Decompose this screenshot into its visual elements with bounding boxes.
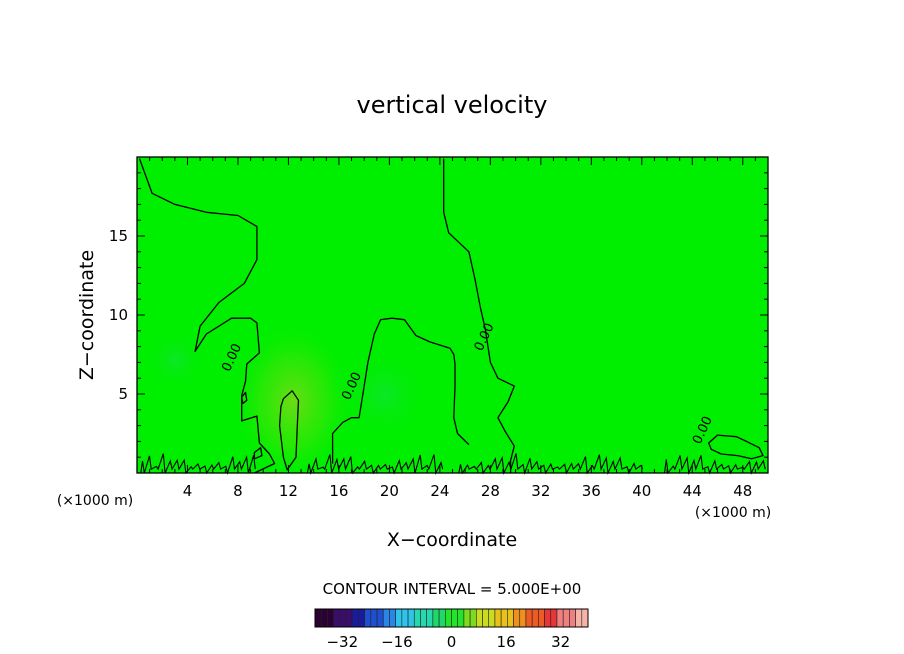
field-background bbox=[137, 157, 768, 473]
colorbar-tick-label: 16 bbox=[497, 633, 516, 651]
colorbar-stripe bbox=[531, 608, 539, 628]
x-axis-label: X−coordinate bbox=[387, 529, 517, 551]
x-tick-label: 8 bbox=[233, 482, 243, 500]
colorbar-stripe bbox=[507, 608, 514, 628]
colorbar-tick-label: −16 bbox=[381, 633, 413, 651]
colorbar-frame bbox=[314, 608, 589, 628]
y-tick-label: 10 bbox=[109, 306, 128, 324]
colorbar-stripe bbox=[488, 608, 496, 628]
colorbar-stripe bbox=[327, 608, 334, 628]
y-axis-label: Z−coordinate bbox=[76, 250, 98, 380]
contour-line-0 bbox=[138, 158, 276, 474]
colorbar-stripe bbox=[581, 608, 589, 628]
colorbar-stripe bbox=[444, 608, 452, 628]
colorbar-stripe bbox=[451, 608, 458, 628]
colorbar-stripe bbox=[314, 608, 322, 628]
colorbar-stripe bbox=[562, 608, 570, 628]
colorbar-stripe bbox=[569, 608, 576, 628]
x-tick-label: 48 bbox=[733, 482, 752, 500]
contour-line-3 bbox=[278, 390, 300, 471]
x-tick-label: 44 bbox=[683, 482, 702, 500]
colorbar-stripe bbox=[550, 608, 558, 628]
downdraft-patch-right bbox=[340, 350, 430, 440]
colorbar-stripe bbox=[469, 608, 477, 628]
updraft-patch bbox=[231, 303, 355, 467]
colorbar-tick-label: −32 bbox=[326, 633, 358, 651]
y-axis: 5 10 15 bbox=[109, 172, 768, 458]
contour-line-1 bbox=[443, 158, 515, 473]
x-tick-label: 20 bbox=[380, 482, 399, 500]
downdraft-patch-left bbox=[145, 330, 205, 390]
colorbar-stripe bbox=[556, 608, 564, 628]
colorbar-stripe bbox=[358, 608, 365, 628]
colorbar-stripe bbox=[494, 608, 502, 628]
colorbar-stripe bbox=[413, 608, 421, 628]
contour-line-4 bbox=[253, 447, 263, 460]
x-tick-label: 12 bbox=[279, 482, 298, 500]
colorbar-stripe bbox=[544, 608, 552, 628]
x-tick-label: 28 bbox=[481, 482, 500, 500]
colorbar-stripe bbox=[364, 608, 372, 628]
x-tick-label: 40 bbox=[632, 482, 651, 500]
colorbar-stripe bbox=[525, 608, 533, 628]
colorbar-stripe bbox=[519, 608, 527, 628]
x-unit-label-right: (×1000 m) bbox=[695, 505, 771, 521]
colorbar-stripe bbox=[389, 608, 396, 628]
colorbar-stripe bbox=[438, 608, 446, 628]
y-tick-label: 5 bbox=[118, 385, 128, 403]
y-tick-label: 15 bbox=[109, 227, 128, 245]
boundary-contour-0 bbox=[140, 453, 256, 475]
colorbar-stripe bbox=[376, 608, 384, 628]
colorbar-stripe bbox=[432, 608, 440, 628]
colorbar-stripe bbox=[395, 608, 403, 628]
colorbar-tick-label: 0 bbox=[447, 633, 457, 651]
colorbar-stripe bbox=[420, 608, 427, 628]
colorbar-stripe bbox=[351, 608, 359, 628]
colorbar-stripe bbox=[339, 608, 347, 628]
plot-area: 0.000.000.000.00 bbox=[136, 156, 769, 476]
colorbar-stripe bbox=[575, 608, 583, 628]
contour-interval-text: CONTOUR INTERVAL = 5.000E+00 bbox=[323, 580, 582, 598]
colorbar-stripe bbox=[407, 608, 415, 628]
colorbar-stripe bbox=[401, 608, 409, 628]
colorbar-stripe bbox=[370, 608, 378, 628]
colorbar-ticks: −32 −16 0 16 32 bbox=[326, 633, 570, 651]
x-tick-label: 32 bbox=[531, 482, 550, 500]
contour-line-5 bbox=[241, 391, 248, 405]
colorbar-stripe bbox=[482, 608, 490, 628]
contour-line-2 bbox=[331, 317, 470, 464]
colorbar-stripe bbox=[382, 608, 390, 628]
boundary-contour-2 bbox=[458, 453, 644, 476]
colorbar-stripe bbox=[463, 608, 471, 628]
colorbar-stripe bbox=[457, 608, 465, 628]
boundary-contour-3 bbox=[663, 455, 766, 476]
colorbar-stripe bbox=[513, 608, 521, 628]
contour-line-6 bbox=[708, 434, 764, 460]
colorbar-stripe bbox=[320, 608, 328, 628]
x-tick-label: 36 bbox=[582, 482, 601, 500]
x-unit-label-left: (×1000 m) bbox=[57, 493, 133, 509]
colorbar-stripe bbox=[345, 608, 353, 628]
velocity-field-patches bbox=[145, 303, 430, 467]
x-tick-label: 16 bbox=[329, 482, 348, 500]
x-tick-label: 24 bbox=[430, 482, 449, 500]
x-tick-label: 4 bbox=[183, 482, 193, 500]
colorbar-stripe bbox=[426, 608, 434, 628]
colorbar-stripe bbox=[538, 608, 545, 628]
chart-title: vertical velocity bbox=[357, 91, 548, 119]
colorbar bbox=[314, 608, 589, 628]
colorbar-stripe bbox=[333, 608, 341, 628]
colorbar-stripe bbox=[500, 608, 508, 628]
x-axis: 4 8 12 16 20 24 28 32 36 40 44 48 bbox=[149, 157, 756, 500]
colorbar-stripe bbox=[476, 608, 483, 628]
colorbar-tick-label: 32 bbox=[551, 633, 570, 651]
